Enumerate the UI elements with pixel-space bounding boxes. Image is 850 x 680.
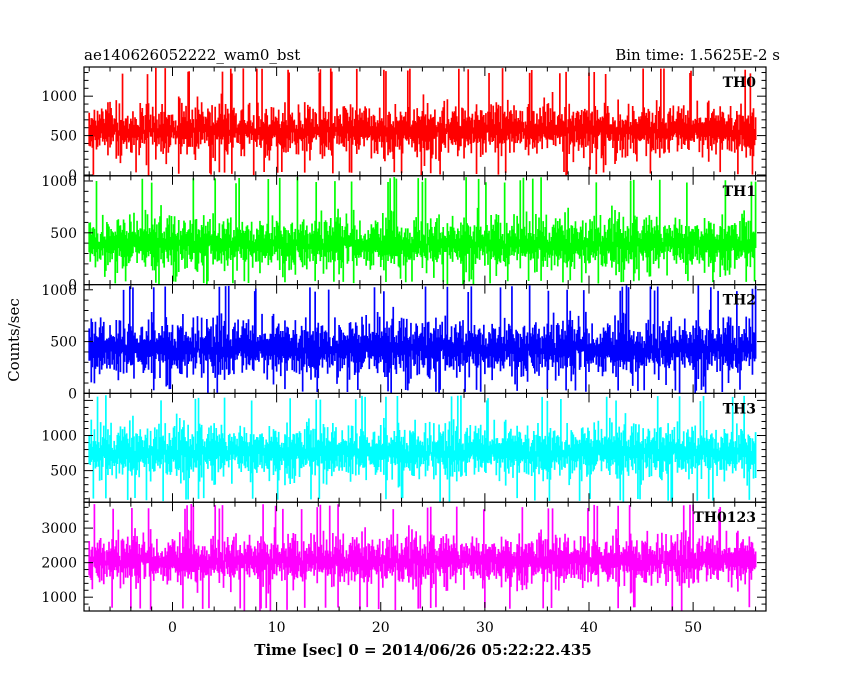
y-tick-label-th0123: 3000 (41, 521, 77, 537)
x-tick-label: 10 (268, 620, 286, 636)
series-line-th0 (88, 67, 757, 176)
y-tick-label-th0: 0 (68, 168, 77, 184)
y-tick-label-th2: 500 (50, 335, 77, 351)
series-line-th2 (88, 285, 757, 394)
plot-title: ae140626052222_wam0_bst (84, 46, 300, 64)
series-name-th2: TH2 (723, 293, 756, 309)
x-axis-label: Time [sec] 0 = 2014/06/26 05:22:22.435 (254, 641, 591, 659)
panel-th2: 0 500 1000 TH2 (41, 283, 767, 402)
x-tick-label: 20 (372, 620, 390, 636)
panels-group: 05001000TH005001000TH105001000TH25001000… (41, 66, 767, 636)
x-tick-label: 30 (476, 620, 494, 636)
y-tick-label-th1: 500 (50, 226, 77, 242)
x-tick-label: 40 (580, 620, 598, 636)
panel-th0123: 1000 2000 3000 TH0123 (41, 501, 767, 612)
y-tick-label-th2: 1000 (41, 283, 77, 299)
x-tick-label: 0 (168, 620, 177, 636)
series-name-th0123: TH0123 (693, 510, 756, 526)
y-tick-label-th2: 0 (68, 386, 77, 402)
series-line-th1 (88, 176, 757, 285)
y-tick-label-th0123: 1000 (41, 590, 77, 606)
x-tick-label: 50 (684, 620, 702, 636)
series-name-th3: TH3 (723, 401, 756, 417)
y-tick-label-th1: 1000 (41, 174, 77, 190)
series-line-th0123 (88, 504, 757, 611)
series-name-th0: TH0 (723, 75, 757, 91)
series-line-th3 (88, 395, 757, 502)
bin-time-label: Bin time: 1.5625E-2 s (615, 46, 780, 64)
y-tick-label-th3: 500 (50, 464, 77, 480)
y-tick-label-th3: 1000 (41, 429, 77, 445)
y-tick-label-th0: 500 (50, 129, 77, 145)
y-tick-label-th1: 0 (68, 278, 77, 294)
y-tick-label-th0123: 2000 (41, 556, 77, 572)
panel-frame-th0123 (83, 501, 767, 612)
y-tick-label-th0: 1000 (41, 89, 77, 105)
y-axis-label: Counts/sec (5, 298, 23, 382)
series-name-th1: TH1 (723, 184, 756, 200)
panel-th0: 0 500 1000 TH0 (41, 66, 767, 184)
